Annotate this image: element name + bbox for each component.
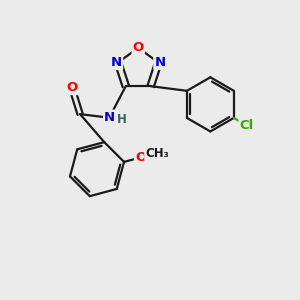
Text: Cl: Cl xyxy=(239,119,254,132)
Text: O: O xyxy=(66,81,77,94)
Text: N: N xyxy=(104,111,115,124)
Text: H: H xyxy=(117,113,127,126)
Text: N: N xyxy=(154,56,165,69)
Text: N: N xyxy=(111,56,122,69)
Text: O: O xyxy=(133,41,144,54)
Text: CH₃: CH₃ xyxy=(145,147,169,160)
Text: O: O xyxy=(135,151,146,164)
